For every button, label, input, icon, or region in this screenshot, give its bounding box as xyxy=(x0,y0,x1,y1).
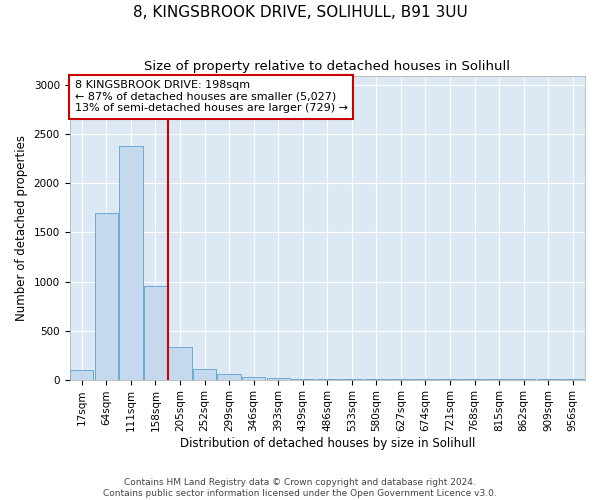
Text: 8, KINGSBROOK DRIVE, SOLIHULL, B91 3UU: 8, KINGSBROOK DRIVE, SOLIHULL, B91 3UU xyxy=(133,5,467,20)
Bar xyxy=(193,369,216,380)
Bar xyxy=(119,146,143,380)
Bar xyxy=(169,347,191,380)
Title: Size of property relative to detached houses in Solihull: Size of property relative to detached ho… xyxy=(144,60,510,73)
Bar xyxy=(95,213,118,380)
Text: Contains HM Land Registry data © Crown copyright and database right 2024.
Contai: Contains HM Land Registry data © Crown c… xyxy=(103,478,497,498)
X-axis label: Distribution of detached houses by size in Solihull: Distribution of detached houses by size … xyxy=(179,437,475,450)
Bar xyxy=(316,379,339,380)
Bar xyxy=(266,378,290,380)
Text: 8 KINGSBROOK DRIVE: 198sqm
← 87% of detached houses are smaller (5,027)
13% of s: 8 KINGSBROOK DRIVE: 198sqm ← 87% of deta… xyxy=(74,80,347,114)
Bar xyxy=(242,376,265,380)
Bar xyxy=(70,370,94,380)
Bar xyxy=(144,286,167,380)
Bar xyxy=(217,374,241,380)
Bar xyxy=(291,378,314,380)
Y-axis label: Number of detached properties: Number of detached properties xyxy=(15,134,28,320)
